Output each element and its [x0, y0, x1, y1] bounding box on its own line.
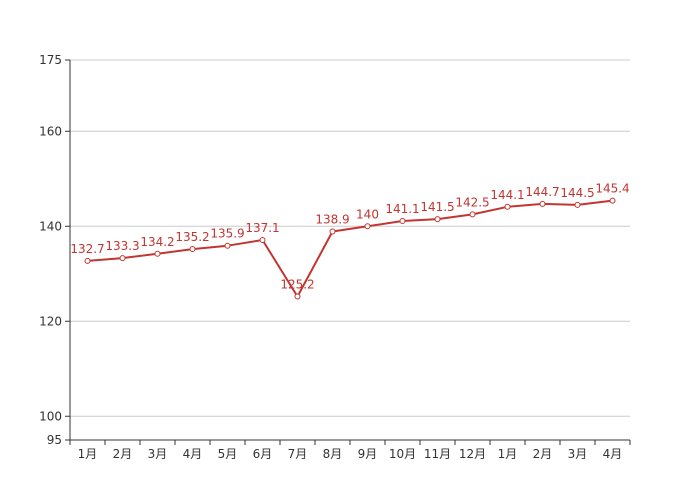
- data-labels: 132.7 133.3 134.2 135.2 135.9 137.1 125.2 138.9…: [70, 182, 629, 292]
- data-label: 137.1: [245, 221, 279, 235]
- x-tick-label: 4月: [183, 447, 203, 461]
- y-tick-label: 160: [39, 124, 62, 138]
- x-tick-label: 1月: [498, 447, 518, 461]
- series-layer: [84, 197, 616, 300]
- data-label: 144.7: [525, 185, 559, 199]
- data-label: 140: [356, 207, 379, 221]
- data-label: 141.1: [385, 202, 419, 216]
- y-tick-label: 140: [39, 219, 62, 233]
- data-label: 133.3: [105, 239, 139, 253]
- x-tick-label: 1月: [78, 447, 98, 461]
- data-point[interactable]: [259, 237, 266, 244]
- data-point[interactable]: [189, 246, 196, 253]
- x-tick-label: 10月: [389, 447, 416, 461]
- data-label: 142.5: [455, 195, 489, 209]
- y-tick-label: 100: [39, 409, 62, 423]
- x-tick-label: 11月: [424, 447, 451, 461]
- x-tick-label: 9月: [358, 447, 378, 461]
- x-tick-label: 5月: [218, 447, 238, 461]
- data-point[interactable]: [84, 257, 91, 264]
- data-point[interactable]: [469, 211, 476, 218]
- x-tick-label: 6月: [253, 447, 273, 461]
- data-label: 141.5: [420, 200, 454, 214]
- data-point[interactable]: [434, 216, 441, 223]
- data-point[interactable]: [364, 223, 371, 230]
- y-tick-label: 120: [39, 314, 62, 328]
- data-label: 144.1: [490, 188, 524, 202]
- x-tick-label: 4月: [603, 447, 623, 461]
- data-point[interactable]: [504, 203, 511, 210]
- data-label: 144.5: [560, 186, 594, 200]
- data-label: 135.2: [175, 230, 209, 244]
- series-line: [87, 199, 613, 298]
- data-label: 125.2: [280, 278, 314, 292]
- grid-lines: [70, 59, 630, 417]
- data-point[interactable]: [154, 250, 161, 257]
- data-point[interactable]: [609, 197, 616, 204]
- data-label: 145.4: [595, 182, 629, 196]
- y-tick-label: 95: [47, 433, 62, 447]
- x-tick-label: 7月: [288, 447, 308, 461]
- axes: 175 160 140 120 100 95 1月 2月 3月 4月 5月 6月 7月 8月 9月 10月 11…: [39, 53, 631, 461]
- data-point[interactable]: [224, 242, 231, 249]
- data-label: 138.9: [315, 212, 349, 226]
- data-point[interactable]: [119, 255, 126, 262]
- x-tick-label: 8月: [323, 447, 343, 461]
- x-tick-label: 3月: [568, 447, 588, 461]
- data-point[interactable]: [294, 293, 301, 300]
- data-label: 132.7: [70, 242, 104, 256]
- data-point[interactable]: [539, 200, 546, 207]
- data-label: 135.9: [210, 227, 244, 241]
- data-point[interactable]: [329, 228, 336, 235]
- data-point[interactable]: [399, 218, 406, 225]
- y-tick-label: 175: [39, 53, 62, 67]
- x-tick-label: 2月: [113, 447, 133, 461]
- data-point[interactable]: [574, 201, 581, 208]
- x-tick-label: 12月: [459, 447, 486, 461]
- x-tick-label: 3月: [148, 447, 168, 461]
- data-label: 134.2: [140, 235, 174, 249]
- x-tick-label: 2月: [533, 447, 553, 461]
